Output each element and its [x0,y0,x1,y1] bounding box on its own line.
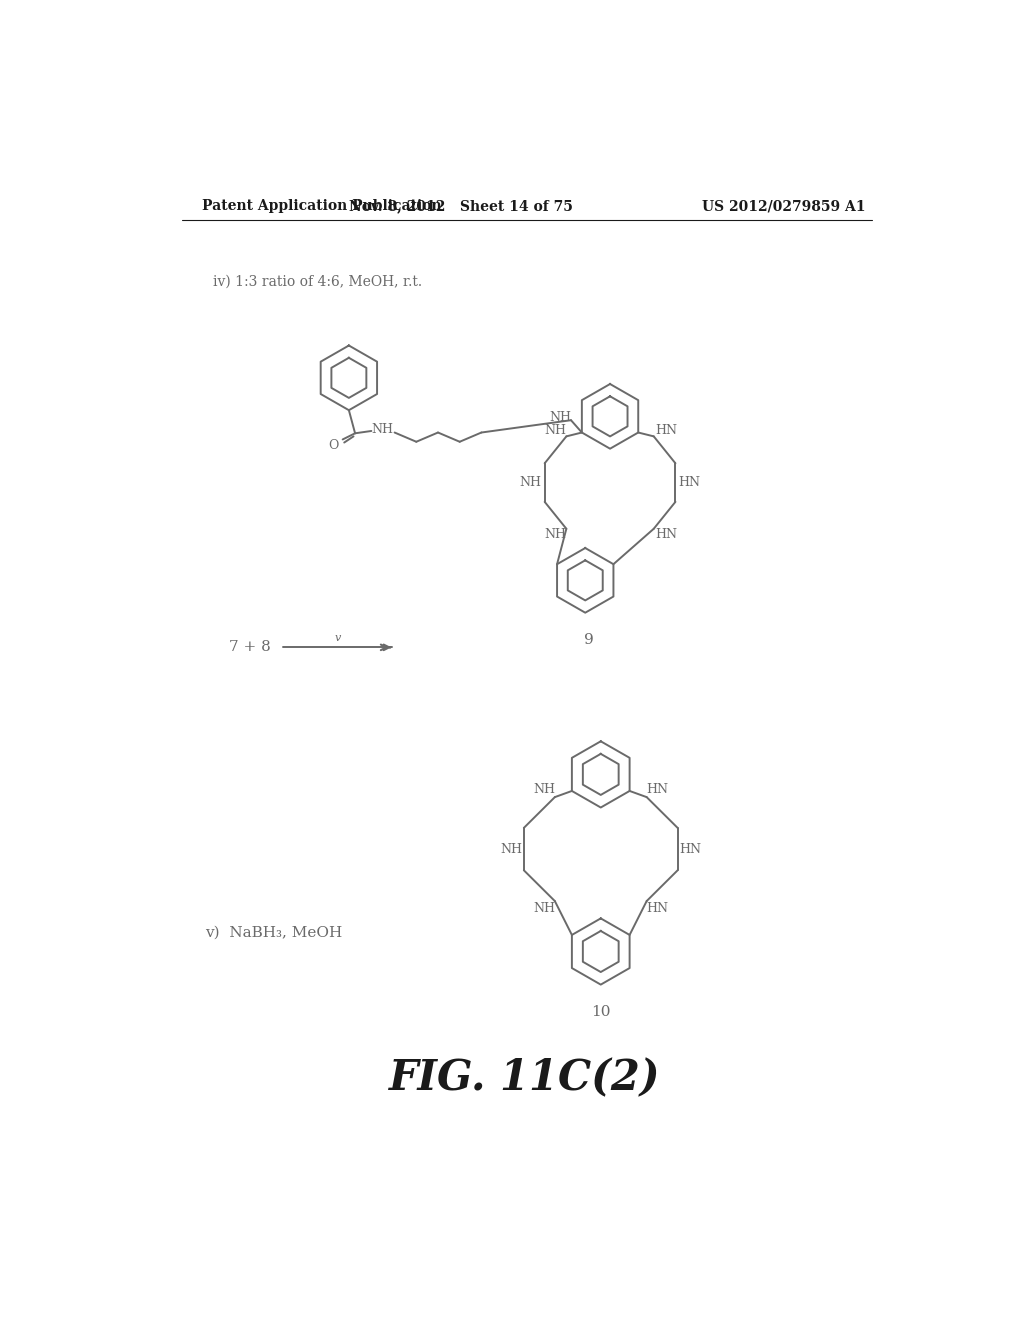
Text: v)  NaBH₃, MeOH: v) NaBH₃, MeOH [206,925,343,940]
Text: NH: NH [549,411,571,424]
Text: iv) 1:3 ratio of 4:6, MeOH, r.t.: iv) 1:3 ratio of 4:6, MeOH, r.t. [213,275,422,289]
Text: FIG. 11C(2): FIG. 11C(2) [389,1057,660,1100]
Text: HN: HN [646,783,669,796]
Text: 9: 9 [585,632,594,647]
Text: HN: HN [655,528,677,541]
Text: v: v [334,634,340,643]
Text: HN: HN [678,477,700,490]
Text: HN: HN [679,842,701,855]
Text: NH: NH [545,424,566,437]
Text: Patent Application Publication: Patent Application Publication [202,199,441,213]
Text: HN: HN [646,903,669,915]
Text: HN: HN [655,424,677,437]
Text: NH: NH [532,783,555,796]
Text: 10: 10 [591,1005,610,1019]
Text: 7 + 8: 7 + 8 [228,640,270,655]
Text: US 2012/0279859 A1: US 2012/0279859 A1 [701,199,865,213]
Text: NH: NH [372,422,393,436]
Text: NH: NH [501,842,522,855]
Text: NH: NH [545,528,566,541]
Text: O: O [328,440,339,453]
Text: NH: NH [520,477,542,490]
Text: NH: NH [532,903,555,915]
Text: Nov. 8, 2012   Sheet 14 of 75: Nov. 8, 2012 Sheet 14 of 75 [349,199,573,213]
